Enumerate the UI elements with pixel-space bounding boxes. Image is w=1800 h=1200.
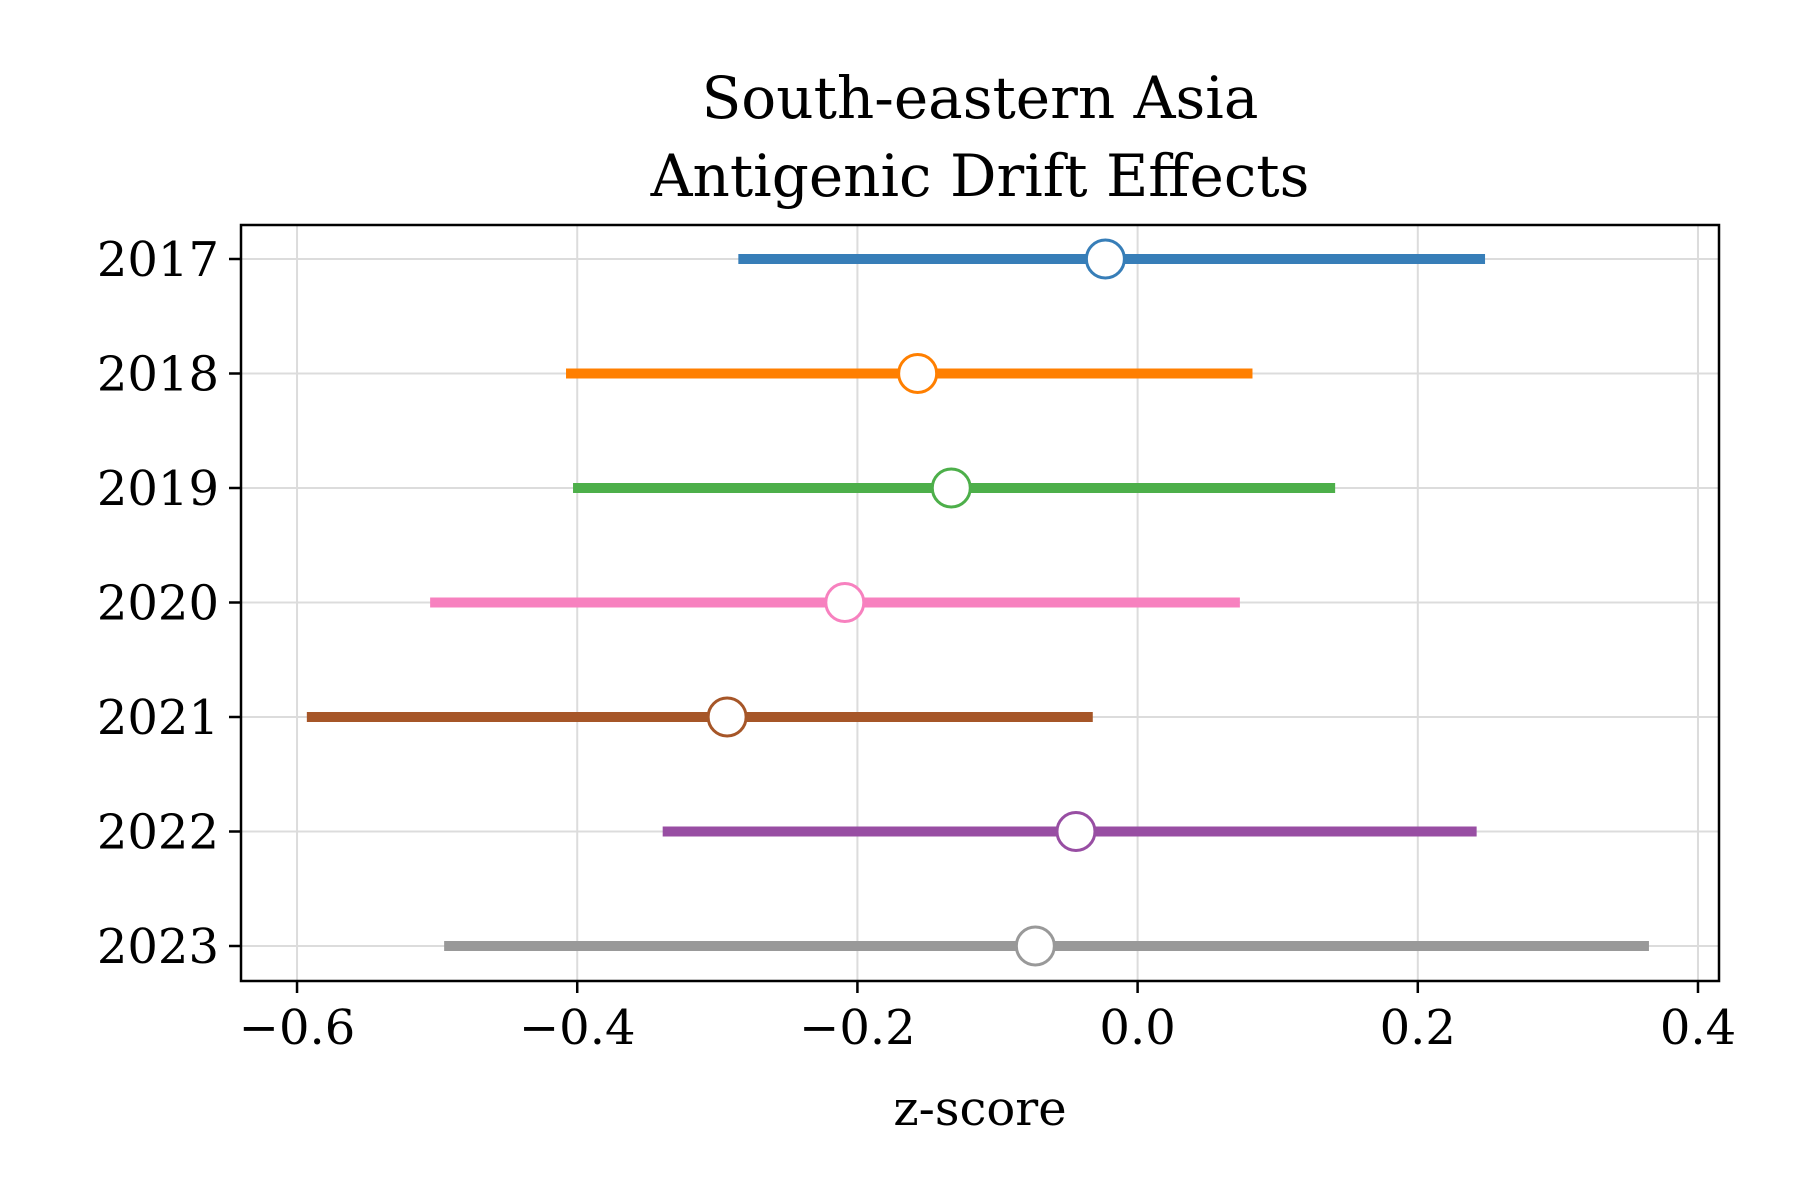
point-estimate-2019 bbox=[930, 467, 972, 509]
point-estimate-2018 bbox=[897, 353, 939, 394]
x-tick-label: −0.2 bbox=[799, 1000, 916, 1056]
y-tick-label: 2017 bbox=[97, 232, 219, 288]
chart-title-line-1: South-eastern Asia bbox=[702, 64, 1259, 132]
point-estimate-2020 bbox=[824, 582, 866, 623]
x-tick-label: −0.4 bbox=[519, 1000, 636, 1056]
x-axis-label: z-score bbox=[893, 1081, 1066, 1137]
y-tick-label: 2023 bbox=[97, 919, 219, 975]
y-tick-label: 2019 bbox=[97, 461, 219, 517]
plot-marks bbox=[306, 238, 1649, 967]
point-estimate-2017 bbox=[1084, 238, 1126, 280]
y-tick-label: 2020 bbox=[97, 576, 219, 632]
point-estimate-2022 bbox=[1055, 811, 1097, 852]
x-tick-label: 0.2 bbox=[1380, 1000, 1456, 1056]
y-tick-label: 2022 bbox=[97, 805, 219, 861]
chart-title-line-2: Antigenic Drift Effects bbox=[650, 142, 1310, 210]
y-tick-label: 2018 bbox=[97, 347, 219, 403]
y-tick-label: 2021 bbox=[97, 690, 219, 746]
axes: −0.6 −0.4 −0.2 0.0 0.2 0.4 2017 2018 2019 2020 202… bbox=[97, 223, 1736, 1056]
x-tick-label: −0.6 bbox=[239, 1000, 356, 1056]
point-estimate-2023 bbox=[1014, 925, 1056, 967]
point-estimate-2021 bbox=[706, 696, 748, 738]
x-tick-label: 0.0 bbox=[1099, 1000, 1175, 1056]
x-tick-label: 0.4 bbox=[1660, 1000, 1736, 1056]
